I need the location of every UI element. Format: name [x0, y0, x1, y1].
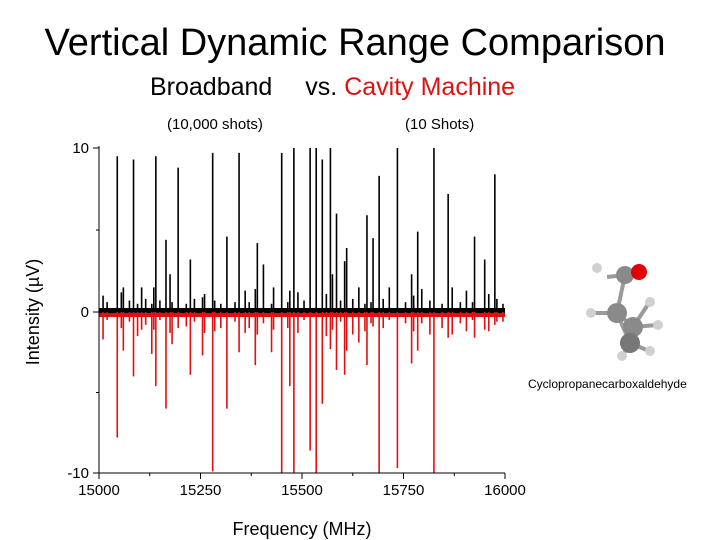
slide-subtitle: Broadband vs. Cavity Machine [150, 73, 515, 102]
carbon-atom [616, 266, 634, 284]
y-tick-label: 0 [81, 304, 89, 321]
subtitle-broadband: Broadband [150, 73, 273, 101]
molecule-label: Cyclopropanecarboxaldehyde [528, 377, 687, 391]
x-tick-label: 15750 [383, 482, 425, 499]
hydrogen-atom [645, 346, 655, 356]
hydrogen-atom [586, 308, 596, 318]
cavity-shots-label: (10 Shots) [405, 116, 475, 133]
carbon-atom [620, 333, 640, 353]
x-axis-label: Frequency (MHz) [232, 519, 371, 539]
cavity-baseline [99, 313, 505, 317]
carbon-atom [607, 303, 627, 323]
slide-title: Vertical Dynamic Range Comparison [44, 22, 666, 64]
carbon-atom [623, 317, 643, 337]
hydrogen-atom [645, 297, 655, 307]
series-layer [99, 148, 505, 473]
subtitle-vs: vs. [305, 73, 338, 101]
subtitle-cavity-machine: Cavity Machine [344, 73, 516, 101]
x-tick-label: 15500 [281, 482, 323, 499]
oxygen-atom [631, 264, 647, 280]
broadband-shots-label: (10,000 shots) [167, 116, 263, 133]
hydrogen-atom [617, 351, 627, 361]
y-tick-label: 10 [72, 140, 89, 157]
molecule-model [586, 263, 663, 361]
y-tick-label: -10 [67, 465, 89, 482]
x-tick-label: 16000 [484, 482, 526, 499]
y-axis-label: Intensity (µV) [23, 259, 43, 365]
x-tick-label: 15000 [78, 482, 120, 499]
hydrogen-atom [592, 263, 602, 273]
broadband-baseline [99, 308, 505, 313]
x-tick-label: 15250 [180, 482, 222, 499]
axes-layer: 15000 15250 15500 15750 16000 10 0 -10 Frequency… [23, 140, 526, 539]
hydrogen-atom [653, 320, 663, 330]
